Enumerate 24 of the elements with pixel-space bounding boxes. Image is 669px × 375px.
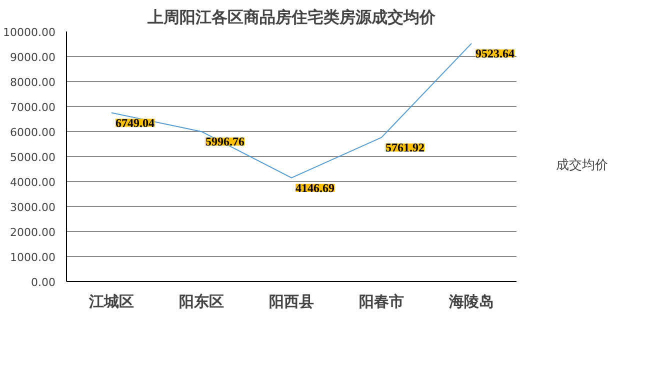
y-tick-label: 10000.00 (3, 26, 56, 39)
data-label: 5996.76 (206, 134, 244, 149)
y-tick-label: 0.00 (31, 276, 56, 289)
y-tick-label: 7000.00 (10, 101, 56, 114)
y-tick-label: 9000.00 (10, 51, 56, 64)
x-tick-label: 阳春市 (359, 292, 404, 310)
y-tick-label: 8000.00 (10, 76, 56, 89)
data-label: 9523.64 (476, 46, 514, 60)
text: 成交均价 (556, 156, 608, 174)
y-tick-label: 3000.00 (10, 201, 56, 214)
x-tick-label: 阳东区 (179, 292, 224, 310)
x-tick-label: 阳西县 (269, 292, 314, 310)
y-tick-label: 2000.00 (10, 226, 56, 239)
chart-title: 上周阳江各区商品房住宅类房源成交均价 (146, 8, 436, 26)
line-series (111, 42, 472, 178)
data-label: 4146.69 (296, 180, 334, 195)
x-tick-label: 江城区 (88, 292, 134, 310)
y-tick-label: 4000.00 (10, 176, 56, 189)
data-label: 5761.92 (386, 140, 424, 154)
y-tick-label: 1000.00 (10, 251, 56, 264)
y-tick-label: 6000.00 (10, 126, 56, 139)
data-label: 6749.04 (116, 116, 154, 130)
y-tick-label: 5000.00 (10, 151, 56, 164)
x-tick-label: 海陵岛 (448, 292, 494, 310)
